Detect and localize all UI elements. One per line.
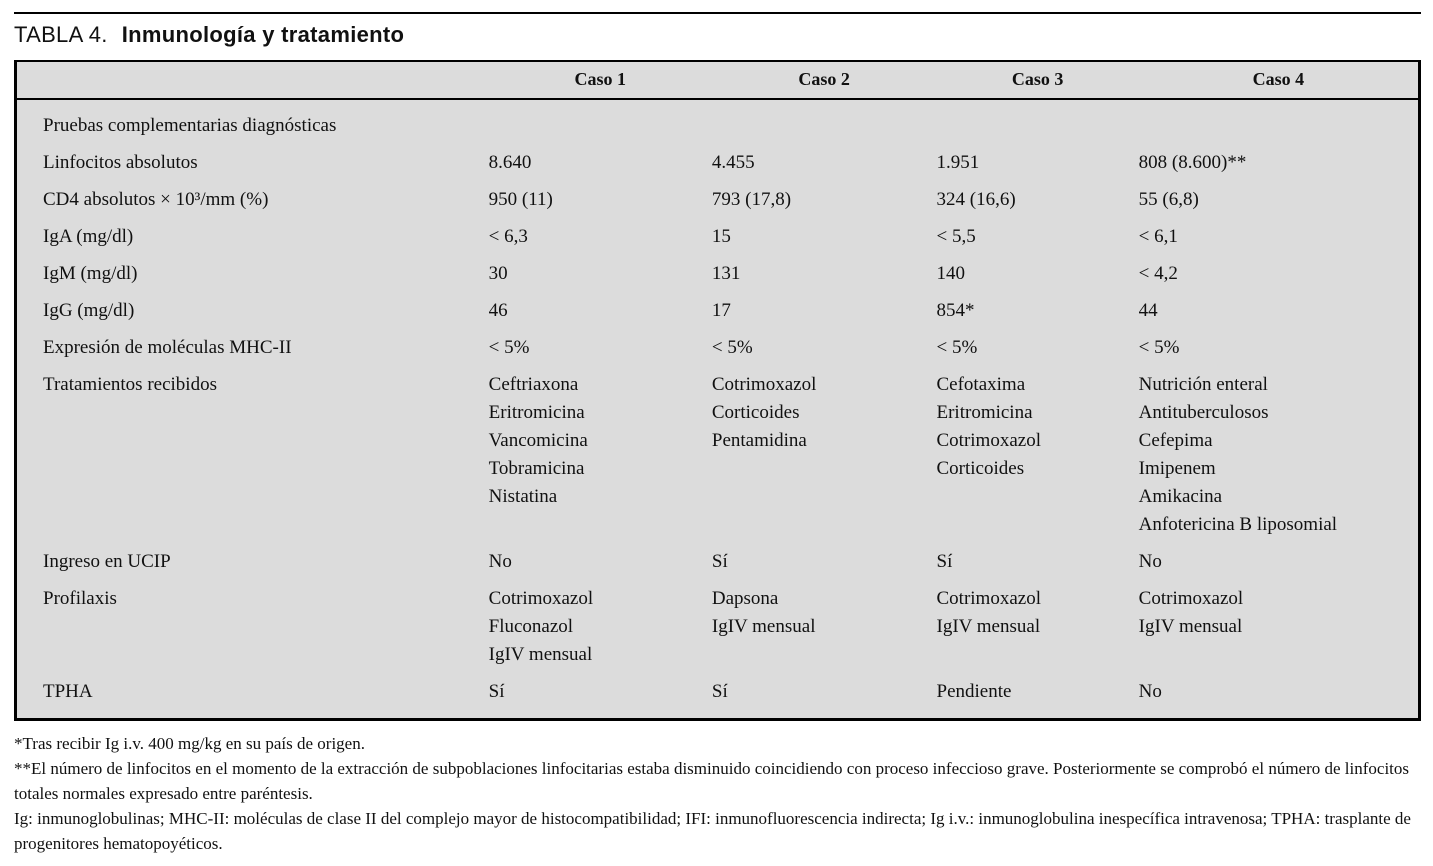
row-label: Linfocitos absolutos (43, 152, 198, 173)
footnote-asterisk: *Tras recibir Ig i.v. 400 mg/kg en su pa… (14, 734, 365, 753)
cell-value: 17 (711, 300, 731, 321)
cell-value: 44 (1138, 300, 1158, 321)
cell-value: < 6,3 (488, 226, 528, 247)
column-header-caso-3: Caso 3 (936, 61, 1139, 100)
cell-value: 854* (936, 300, 975, 321)
column-header-caso-1: Caso 1 (488, 61, 712, 100)
table-row: Expresión de moléculas MHC-II < 5% < 5% … (16, 330, 1420, 367)
table-row: IgM (mg/dl) 30 131 140 < 4,2 (16, 256, 1420, 293)
cell-value: Nutrición enteral Antituberculosos Cefep… (1138, 374, 1338, 535)
cell-value: Sí (488, 681, 505, 702)
cell-value: 950 (11) (488, 189, 553, 210)
row-label: Tratamientos recibidos (43, 374, 217, 395)
footnote-abbreviations: Ig: inmunoglobulinas; MHC-II: moléculas … (14, 809, 1411, 853)
cell-value: 131 (711, 263, 741, 284)
cell-value: < 5% (1138, 337, 1180, 358)
table-row: Tratamientos recibidos Ceftriaxona Eritr… (16, 367, 1420, 544)
cell-value: 1.951 (936, 152, 980, 173)
row-label: Ingreso en UCIP (43, 551, 171, 572)
table-row: Ingreso en UCIP No Sí Sí No (16, 544, 1420, 581)
top-rule (14, 12, 1421, 14)
cell-value (937, 99, 1139, 145)
column-header-caso-4: Caso 4 (1138, 61, 1420, 100)
cell-value: < 5% (711, 337, 753, 358)
header-row: Caso 1 Caso 2 Caso 3 Caso 4 (15, 61, 1420, 100)
cell-value: No (1138, 551, 1162, 572)
row-label: IgG (mg/dl) (43, 300, 135, 321)
cell-value (489, 99, 712, 145)
cell-value: No (1138, 681, 1162, 702)
table-row: TPHA Sí Sí Pendiente No (16, 674, 1420, 720)
footnote-double-asterisk: **El número de linfocitos en el momento … (14, 759, 1410, 803)
row-label: IgM (mg/dl) (43, 263, 138, 284)
row-label: Pruebas complementarias diagnósticas (43, 115, 337, 136)
cell-value: 30 (488, 263, 508, 284)
row-label: Profilaxis (43, 588, 117, 609)
cell-value (1139, 99, 1420, 145)
data-table: Caso 1 Caso 2 Caso 3 Caso 4 Pruebas comp… (14, 60, 1421, 721)
cell-value: Sí (936, 551, 953, 572)
row-label: IgA (mg/dl) (43, 226, 134, 247)
row-label: CD4 absolutos × 10³/mm (%) (43, 189, 269, 210)
cell-value: < 5,5 (936, 226, 976, 247)
cell-value: Pendiente (936, 681, 1012, 702)
table-row: Pruebas complementarias diagnósticas (16, 99, 1420, 145)
table-title-text: Inmunología y tratamiento (121, 22, 405, 47)
cell-value: Dapsona IgIV mensual (711, 588, 816, 637)
table-number: TABLA 4. (14, 22, 108, 47)
cell-value: < 4,2 (1138, 263, 1178, 284)
cell-value: Cotrimoxazol IgIV mensual (936, 588, 1041, 637)
cell-value: 793 (17,8) (711, 189, 792, 210)
cell-value: 55 (6,8) (1138, 189, 1199, 210)
cell-value: < 5% (936, 337, 978, 358)
cell-value (712, 99, 937, 145)
cell-value: Sí (711, 681, 728, 702)
cell-value: 8.640 (488, 152, 532, 173)
table-row: Profilaxis Cotrimoxazol Fluconazol IgIV … (16, 581, 1420, 674)
cell-value: 4.455 (711, 152, 755, 173)
cell-value: 140 (936, 263, 966, 284)
cell-value: Ceftriaxona Eritromicina Vancomicina Tob… (488, 374, 588, 507)
table-row: IgA (mg/dl) < 6,3 15 < 5,5 < 6,1 (16, 219, 1420, 256)
header-empty-cell (15, 61, 489, 100)
cell-value: Cefotaxima Eritromicina Cotrimoxazol Cor… (936, 374, 1041, 479)
footnotes: *Tras recibir Ig i.v. 400 mg/kg en su pa… (14, 731, 1421, 856)
table-row: IgG (mg/dl) 46 17 854* 44 (16, 293, 1420, 330)
cell-value: 324 (16,6) (936, 189, 1016, 210)
cell-value: < 6,1 (1138, 226, 1178, 247)
cell-value: Cotrimoxazol Corticoides Pentamidina (711, 374, 817, 451)
cell-value: No (488, 551, 512, 572)
table-row: CD4 absolutos × 10³/mm (%) 950 (11) 793 … (16, 182, 1420, 219)
table-row: Linfocitos absolutos 8.640 4.455 1.951 8… (16, 145, 1420, 182)
row-label: Expresión de moléculas MHC-II (43, 337, 292, 358)
cell-value: Sí (711, 551, 728, 572)
cell-value: Cotrimoxazol IgIV mensual (1138, 588, 1244, 637)
cell-value: 46 (488, 300, 508, 321)
column-header-caso-2: Caso 2 (711, 61, 937, 100)
cell-value: Cotrimoxazol Fluconazol IgIV mensual (488, 588, 594, 665)
cell-value: 15 (711, 226, 731, 247)
row-label: TPHA (43, 681, 93, 702)
cell-value: 808 (8.600)** (1138, 152, 1247, 173)
cell-value: < 5% (488, 337, 530, 358)
table-title: TABLA 4. Inmunología y tratamiento (14, 20, 1421, 50)
